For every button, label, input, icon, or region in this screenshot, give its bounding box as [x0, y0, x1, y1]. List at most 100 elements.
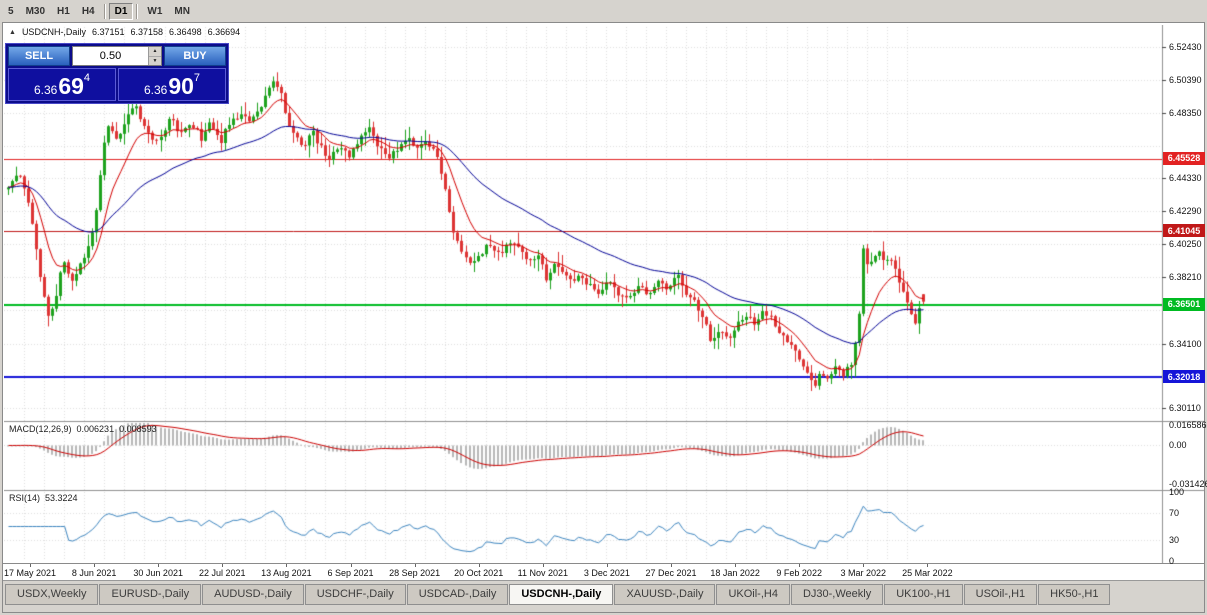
sell-price-button[interactable]: 6.36 69 4	[8, 68, 116, 101]
chart-tab-ukoilh4[interactable]: UKOil-,H4	[716, 584, 790, 605]
date-axis-tick	[671, 564, 672, 567]
chart-marker-icon: ▲	[9, 28, 16, 36]
macd-signal-value: 0.008593	[119, 424, 157, 434]
date-axis-label: 22 Jul 2021	[199, 568, 246, 578]
bid-price-pip: 4	[83, 72, 91, 84]
chart-tab-eurusddaily[interactable]: EURUSD-,Daily	[99, 584, 202, 605]
price-axis-tick: 6.34100	[1169, 338, 1202, 349]
price-level-label-support-current: 6.36501	[1163, 297, 1205, 311]
date-axis-tick	[222, 564, 224, 567]
macd-name: MACD(12,26,9)	[9, 424, 72, 434]
timeframe-button-h1[interactable]: H1	[57, 5, 70, 17]
timeframe-button-d1[interactable]: D1	[108, 2, 134, 20]
date-axis-tick	[542, 564, 544, 567]
timeframe-button-h4[interactable]: H4	[81, 5, 95, 17]
volume-input[interactable]: 0.50	[99, 50, 122, 62]
chart-ohlc-title: ▲ USDCNH-,Daily 6.37151 6.37158 6.36498 …	[9, 27, 240, 37]
rsi-axis-tick: 0	[1169, 556, 1175, 566]
price-axis-tick: 6.38210	[1169, 272, 1202, 283]
date-axis-label: 13 Aug 2021	[261, 568, 312, 578]
toolbar-separator	[136, 3, 139, 19]
date-axis-label: 8 Jun 2021	[71, 568, 117, 578]
bid-price-prefix: 6.36	[33, 83, 58, 97]
date-axis-tick	[799, 564, 801, 567]
date-axis-tick	[350, 564, 352, 567]
buy-button[interactable]: BUY	[164, 46, 226, 66]
chart-window: ▲ USDCNH-,Daily 6.37151 6.37158 6.36498 …	[2, 22, 1207, 613]
date-axis-label: 25 Mar 2022	[902, 568, 953, 578]
date-axis-tick	[863, 564, 865, 567]
macd-axis-tick: 0.016586	[1169, 420, 1207, 431]
date-axis-label: 30 Jun 2021	[133, 568, 183, 578]
chart-tab-usdchfdaily[interactable]: USDCHF-,Daily	[304, 584, 406, 605]
date-axis-label: 17 May 2021	[3, 568, 57, 578]
ohlc-close: 6.36694	[207, 27, 241, 37]
date-axis-label: 27 Dec 2021	[645, 568, 697, 578]
volume-up-button[interactable]: ▲	[149, 47, 161, 57]
date-axis-label: 3 Mar 2022	[840, 568, 887, 578]
date-axis-label: 11 Nov 2021	[517, 568, 568, 578]
macd-axis-tick: -0.031426	[1169, 478, 1207, 489]
price-chart-canvas[interactable]	[4, 25, 1204, 563]
date-axis-label: 18 Jan 2022	[710, 568, 760, 578]
chart-tab-uk100h1[interactable]: UK100-,H1	[884, 584, 963, 605]
price-level-label-resistance-upper: 6.45528	[1163, 151, 1205, 165]
date-axis-tick	[286, 564, 288, 567]
price-axis-tick: 6.42290	[1169, 206, 1202, 217]
chart-tab-usdcaddaily[interactable]: USDCAD-,Daily	[406, 584, 509, 605]
volume-spinner: ▲ ▼	[148, 47, 161, 65]
volume-down-button[interactable]: ▼	[149, 56, 161, 65]
ask-price-prefix: 6.36	[143, 83, 168, 97]
date-axis: 17 May 2021 8 Jun 2021 30 Jun 2021 22 Jul 2…	[3, 563, 1204, 580]
ohlc-open: 6.37151	[91, 27, 125, 37]
buy-price-button[interactable]: 6.36 90 7	[118, 68, 226, 101]
price-axis-tick: 6.48350	[1169, 108, 1202, 119]
rsi-axis-tick: 30	[1169, 535, 1180, 546]
one-click-trading-panel: SELL 0.50 ▲ ▼ BUY 6.36 69 4 6.36 90 7	[5, 43, 229, 104]
chart-tab-usdxweekly[interactable]: USDX,Weekly	[5, 584, 99, 605]
date-axis-label: 3 Dec 2021	[583, 568, 630, 578]
chart-tab-audusddaily[interactable]: AUDUSD-,Daily	[202, 584, 304, 605]
rsi-indicator-label: RSI(14) 53.3224	[9, 493, 78, 503]
date-axis-tick	[606, 564, 608, 567]
ask-price-pip: 7	[193, 72, 201, 84]
price-level-label-support-lower: 6.32018	[1163, 370, 1205, 384]
bid-price-main: 69	[58, 73, 84, 99]
ohlc-high: 6.37158	[130, 27, 164, 37]
timeframe-button-w1[interactable]: W1	[147, 5, 163, 17]
price-axis-tick: 6.44330	[1169, 173, 1202, 184]
chart-tab-bar: USDX,Weekly EURUSD-,Daily AUDUSD-,Daily USD…	[3, 580, 1204, 612]
date-axis-label: 9 Feb 2022	[776, 568, 822, 578]
price-axis-tick: 6.50390	[1169, 75, 1202, 86]
timeframe-button-5[interactable]: 5	[8, 5, 14, 17]
date-axis-tick	[158, 564, 160, 567]
rsi-value: 53.3224	[45, 493, 78, 503]
chart-tab-xauusddaily[interactable]: XAUUSD-,Daily	[614, 584, 716, 605]
rsi-axis-tick: 100	[1169, 487, 1185, 497]
date-axis-tick	[735, 564, 737, 567]
ask-price-main: 90	[168, 73, 194, 99]
date-axis-tick	[478, 564, 480, 567]
chart-tab-dj30weekly[interactable]: DJ30-,Weekly	[790, 584, 884, 605]
date-axis-label: 6 Sep 2021	[327, 568, 374, 578]
rsi-name: RSI(14)	[9, 493, 41, 503]
toolbar-separator	[103, 3, 106, 19]
price-axis-tick: 6.40250	[1169, 239, 1202, 250]
date-axis-tick	[94, 564, 96, 567]
ohlc-low: 6.36498	[169, 27, 202, 37]
macd-indicator-label: MACD(12,26,9) 0.006231 0.008593	[9, 424, 157, 434]
chart-symbol-period: USDCNH-,Daily	[21, 27, 86, 37]
chart-tab-usoilh1[interactable]: USOil-,H1	[963, 584, 1038, 605]
date-axis-label: 28 Sep 2021	[389, 568, 441, 578]
timeframe-button-mn[interactable]: MN	[174, 5, 190, 17]
date-axis-tick	[927, 564, 929, 567]
chart-tab-usdcnhdaily[interactable]: USDCNH-,Daily	[509, 584, 614, 605]
rsi-axis-tick: 70	[1169, 507, 1180, 518]
chart-tab-hk50h1[interactable]: HK50-,H1	[1038, 584, 1111, 605]
price-level-label-resistance-mid: 6.41045	[1163, 224, 1205, 238]
date-axis-label: 20 Oct 2021	[454, 568, 504, 578]
sell-button[interactable]: SELL	[8, 46, 70, 66]
timeframe-button-m30[interactable]: M30	[25, 5, 46, 17]
date-axis-tick	[30, 564, 31, 567]
date-axis-tick	[414, 564, 416, 567]
